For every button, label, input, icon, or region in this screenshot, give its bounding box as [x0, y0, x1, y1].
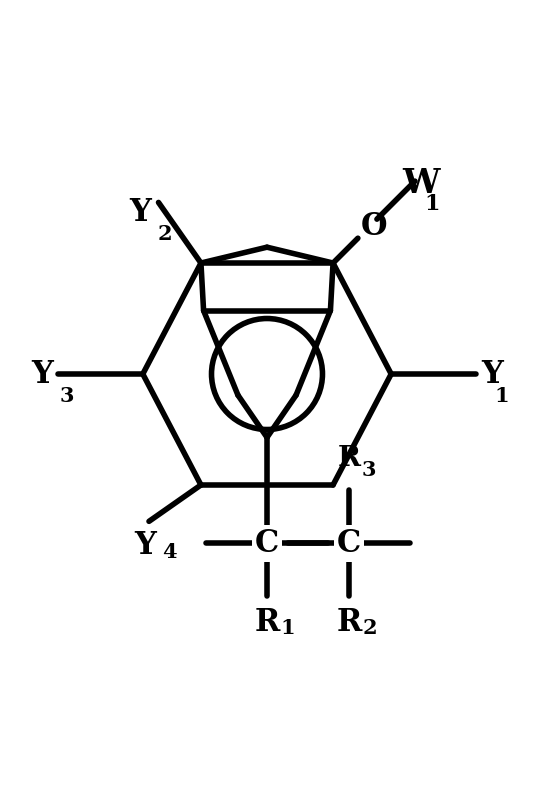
Text: C: C [337, 528, 361, 559]
Text: 2: 2 [157, 225, 172, 244]
Text: Y: Y [31, 359, 53, 389]
Text: C: C [255, 528, 279, 559]
Text: W: W [402, 167, 439, 200]
Text: R: R [254, 607, 280, 637]
Text: 3: 3 [361, 460, 375, 480]
Text: 3: 3 [59, 385, 74, 406]
Text: R: R [337, 445, 360, 472]
Text: Y: Y [129, 197, 151, 228]
Text: 1: 1 [281, 618, 295, 638]
Text: 2: 2 [363, 618, 378, 638]
Text: 1: 1 [424, 193, 439, 215]
Text: Y: Y [481, 359, 503, 389]
Text: Y: Y [134, 530, 156, 561]
Text: 4: 4 [162, 542, 177, 561]
Text: O: O [360, 210, 387, 242]
Text: 1: 1 [495, 385, 509, 406]
Text: R: R [336, 607, 362, 637]
